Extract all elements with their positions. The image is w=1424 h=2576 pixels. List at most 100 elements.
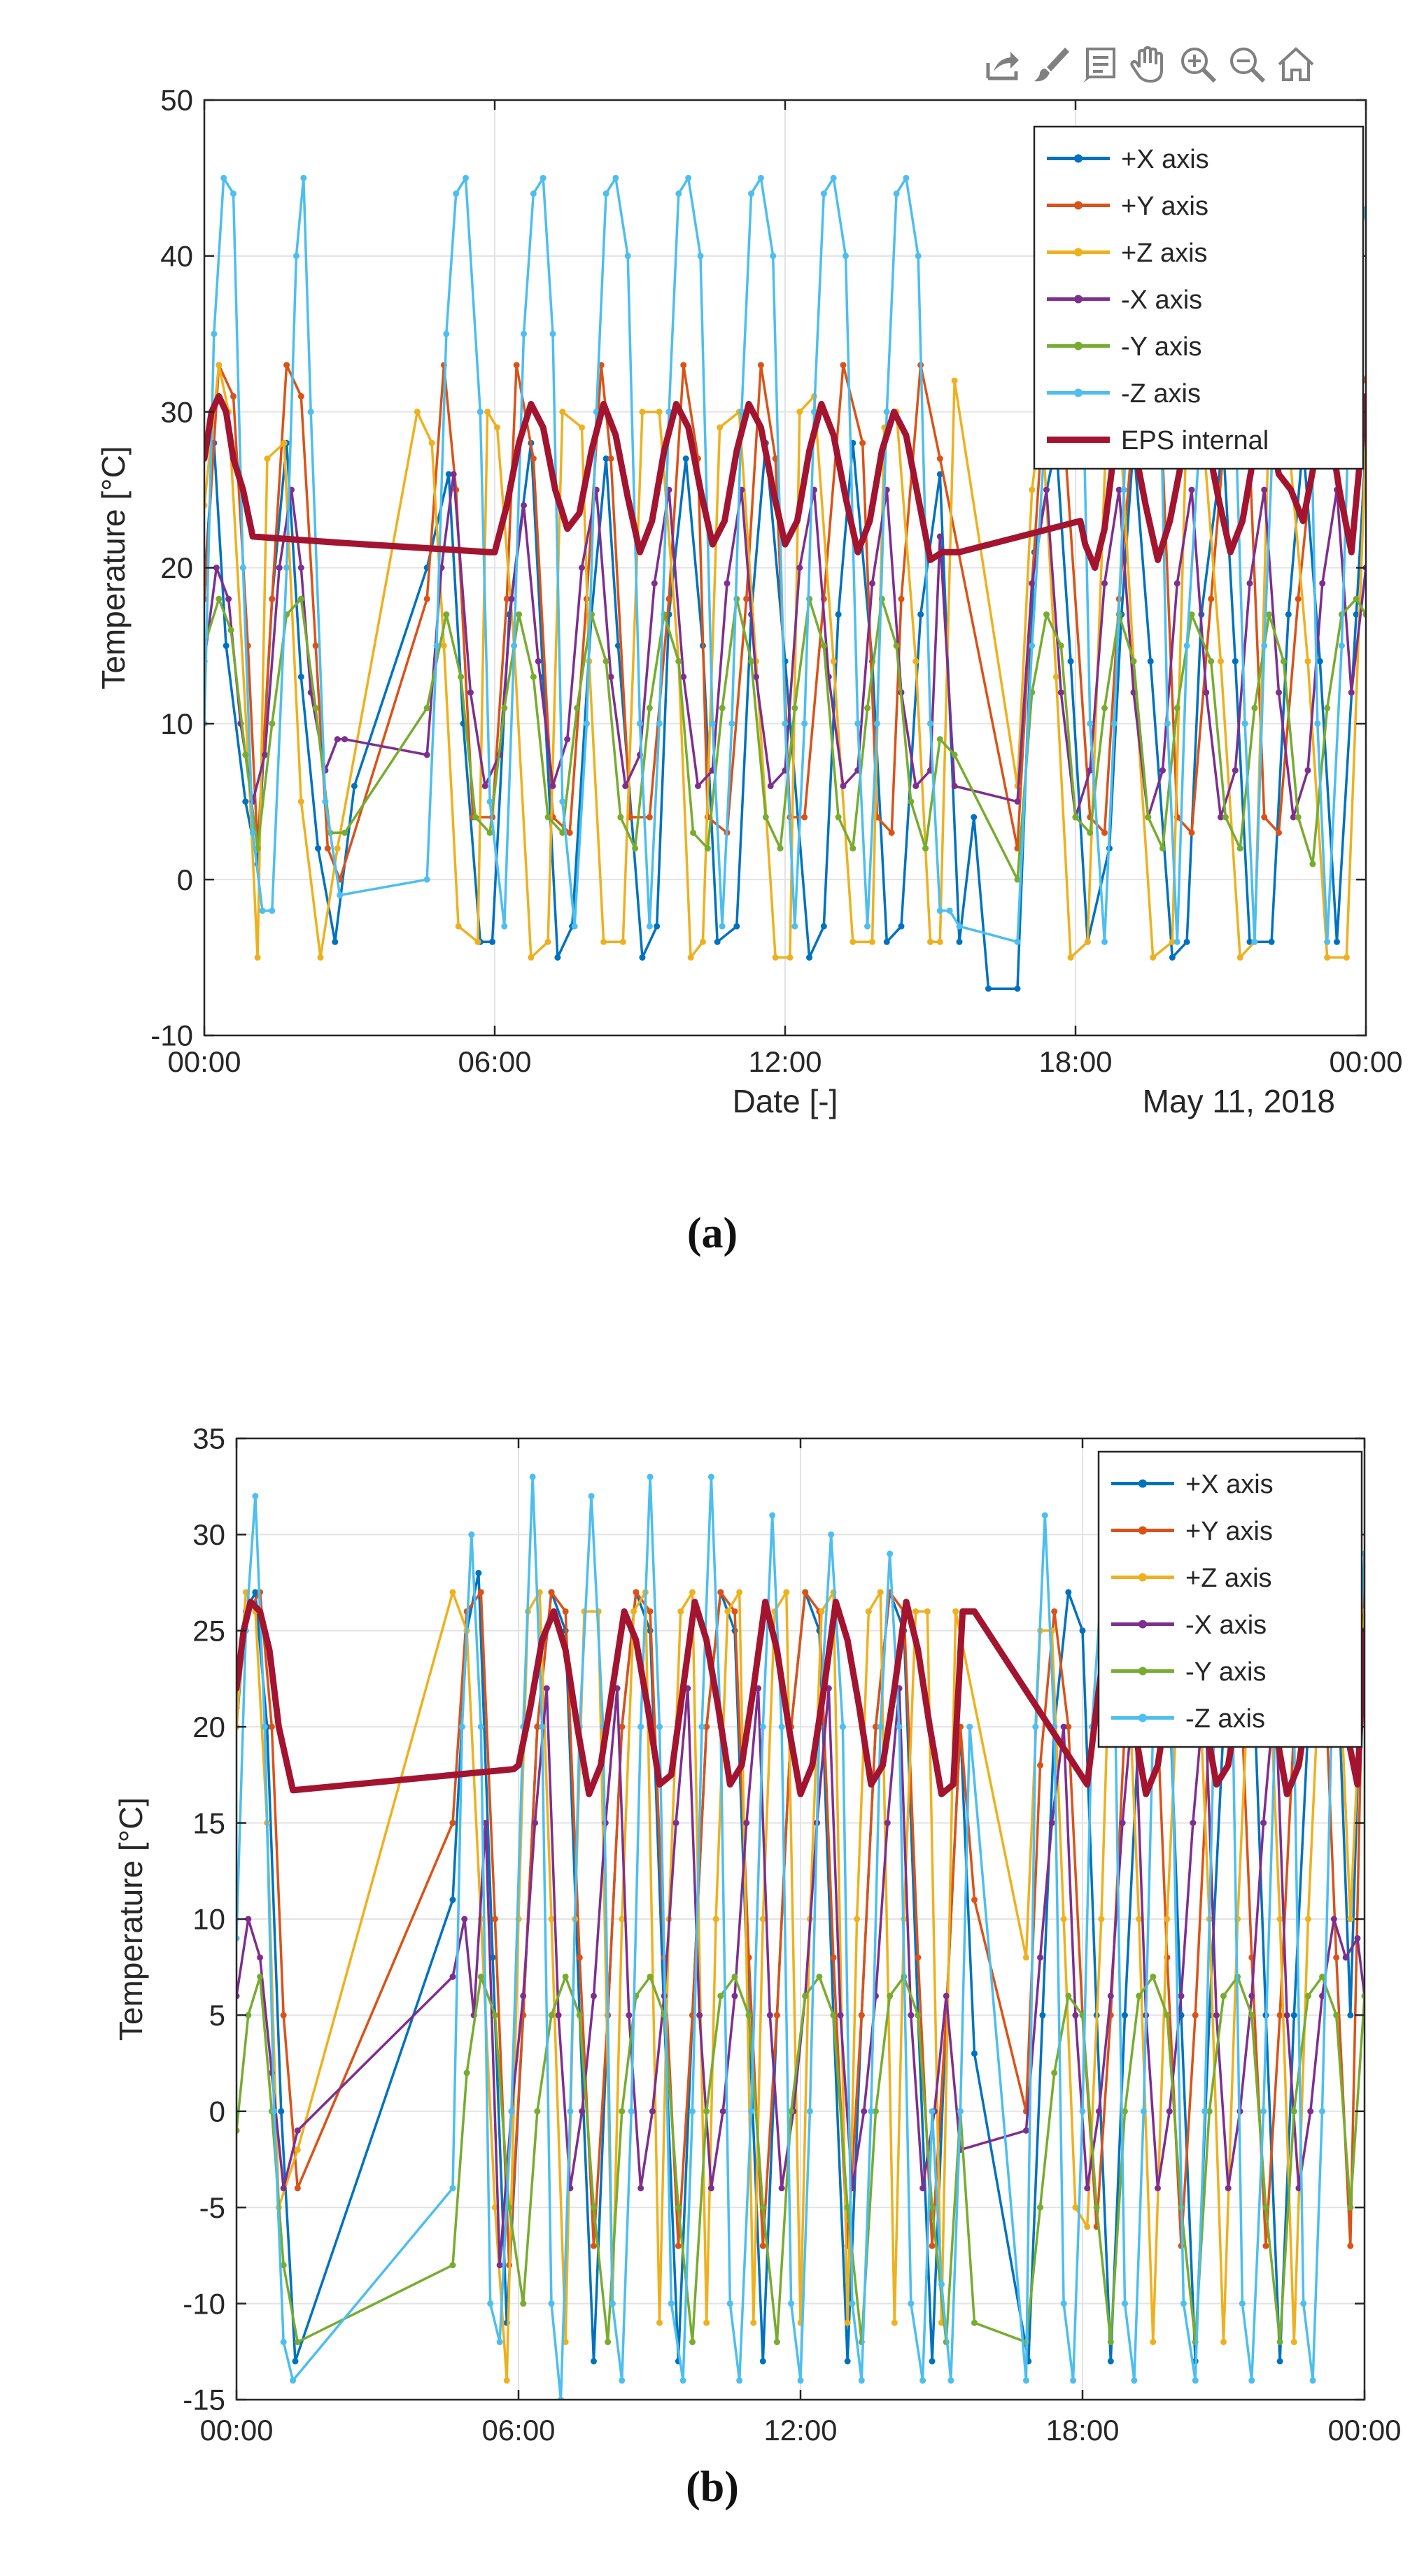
data-point [887, 1550, 894, 1557]
data-point [477, 409, 484, 416]
data-point [840, 782, 847, 789]
legend-marker [1139, 1526, 1147, 1535]
data-point [252, 1589, 259, 1596]
data-point [946, 907, 953, 914]
data-point [971, 814, 978, 821]
zoom-out-icon[interactable] [1225, 36, 1269, 92]
data-point [1173, 580, 1180, 587]
data-point [516, 611, 523, 618]
data-point [1324, 954, 1331, 961]
data-point [787, 954, 794, 961]
zoom-in-icon[interactable] [1176, 36, 1220, 92]
data-point [682, 455, 689, 462]
data-point [1319, 2108, 1326, 2115]
data-point [859, 439, 866, 446]
data-point [1079, 1627, 1086, 1634]
y-tick-label: -5 [199, 2191, 225, 2224]
data-point [1262, 2204, 1269, 2211]
data-point [783, 1589, 790, 1596]
data-point [835, 814, 842, 821]
data-point [893, 642, 900, 649]
data-point [283, 362, 290, 369]
data-point [491, 1916, 498, 1923]
datatip-icon[interactable] [1078, 36, 1122, 92]
data-point [844, 2358, 851, 2365]
data-point [628, 2108, 635, 2115]
home-icon[interactable] [1274, 36, 1318, 92]
chart-a: -10 0 10 20 30 40 50 00:00 06:00 12:00 18:00 00:00 D… [95, 84, 1403, 1119]
data-point [971, 1897, 978, 1904]
legend-marker [1074, 388, 1083, 397]
series-line-eps [204, 392, 1366, 571]
x-tick-label: 12:00 [763, 2414, 837, 2447]
brush-icon[interactable] [1029, 36, 1073, 92]
data-point [530, 673, 537, 680]
series-line-pz [204, 364, 1366, 959]
data-point [292, 2358, 299, 2365]
data-point [423, 876, 430, 883]
data-point [646, 814, 653, 821]
pan-hand-icon[interactable] [1127, 36, 1171, 92]
x-tick-label: 18:00 [1045, 2414, 1119, 2447]
data-point [1101, 938, 1108, 945]
data-point [268, 1723, 275, 1730]
series-group [204, 174, 1366, 992]
data-point [665, 409, 672, 416]
data-point [254, 954, 261, 961]
data-point [769, 1512, 776, 1519]
data-point [450, 471, 457, 478]
data-point [927, 938, 933, 945]
data-point [566, 829, 573, 836]
data-point [1096, 2108, 1103, 2115]
data-point [227, 627, 234, 634]
data-point [297, 565, 304, 571]
data-point [317, 954, 324, 961]
data-point [854, 720, 861, 727]
y-tick-label: 40 [160, 240, 193, 273]
data-point [1043, 611, 1050, 618]
data-point [513, 362, 520, 369]
data-point [938, 2281, 945, 2288]
data-point [484, 409, 491, 416]
data-point [753, 673, 759, 680]
data-point [788, 2300, 795, 2307]
data-point [1084, 2223, 1091, 2230]
data-point [637, 720, 643, 727]
data-point [493, 424, 500, 431]
data-point [927, 720, 933, 727]
data-point [534, 2108, 541, 2115]
data-point [675, 658, 682, 665]
data-point [646, 923, 653, 930]
data-point [220, 174, 227, 181]
data-point [1188, 829, 1195, 836]
data-point [1307, 2108, 1314, 2115]
data-point [759, 1723, 766, 1730]
data-point [695, 782, 701, 789]
caption-a: (a) [686, 1210, 738, 1257]
x-tick-label: 00:00 [167, 1045, 241, 1078]
data-point [1166, 2108, 1173, 2115]
data-point [1159, 845, 1166, 852]
data-point [508, 595, 515, 602]
data-point [259, 907, 266, 914]
data-point [828, 1531, 835, 1538]
data-point [619, 2108, 626, 2115]
data-point [1098, 1916, 1105, 1923]
data-point [590, 2242, 597, 2249]
data-point [590, 2358, 597, 2365]
data-point [1060, 1916, 1067, 1923]
data-point [1334, 938, 1340, 945]
data-point [668, 2300, 675, 2307]
legend-label: -Z axis [1185, 1704, 1265, 1734]
data-point [281, 439, 288, 446]
data-point [630, 1608, 637, 1615]
legend-label: +Z axis [1185, 1564, 1272, 1593]
data-point [455, 923, 462, 930]
y-tick-label: 30 [160, 395, 193, 428]
data-point [1353, 595, 1360, 602]
data-point [475, 1569, 482, 1576]
data-point [1218, 658, 1224, 665]
series-eps [237, 1599, 1365, 1797]
data-point [966, 1723, 973, 1730]
export-icon[interactable] [980, 36, 1024, 92]
